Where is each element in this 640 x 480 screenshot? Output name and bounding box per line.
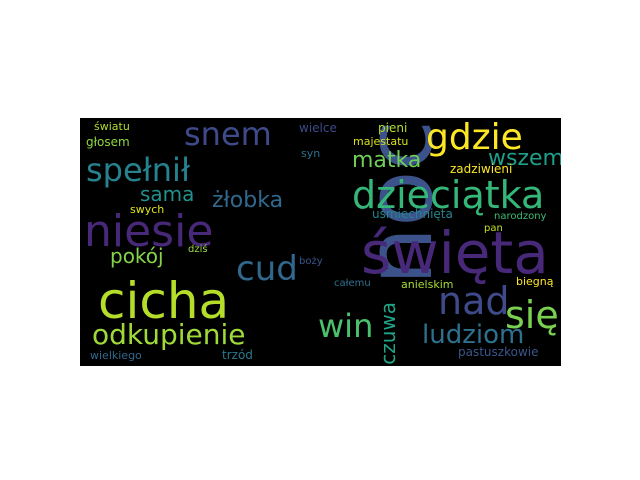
word-sie: się: [505, 293, 559, 337]
word-bozy: boży: [299, 256, 323, 267]
word-anielskim: anielskim: [401, 278, 454, 291]
word-pan: pan: [484, 223, 503, 234]
word-sama: sama: [140, 182, 195, 206]
word-cloud: noc święta cicha niesie dzieciątka gdzie…: [80, 118, 561, 366]
word-pieni: pieni: [378, 121, 408, 135]
word-syn: syn: [301, 147, 321, 160]
word-nad: nad: [438, 279, 510, 323]
word-cud: cud: [236, 249, 298, 289]
word-zlobka: żłobka: [212, 188, 284, 213]
word-wielce: wielce: [299, 121, 337, 135]
word-pokoj: pokój: [110, 244, 164, 268]
word-win: win: [318, 307, 374, 345]
word-usmiechnieta: uśmiechnięta: [372, 207, 453, 221]
word-majestatu: majestatu: [353, 135, 409, 148]
word-swych: swych: [130, 203, 165, 216]
word-zadziwieni: zadziwieni: [450, 162, 513, 176]
word-wszem: wszem: [488, 146, 561, 171]
word-biegna: biegną: [516, 275, 554, 288]
word-trzod: trzód: [222, 348, 253, 362]
word-glosem: głosem: [86, 135, 130, 149]
word-matka: matka: [352, 148, 422, 173]
word-ludziom: ludziom: [422, 320, 525, 350]
word-swieta: święta: [361, 219, 549, 287]
word-swiatu: światu: [94, 120, 130, 133]
word-cicha: cicha: [98, 272, 230, 330]
word-odkupienie: odkupienie: [92, 318, 246, 351]
word-snem: snem: [184, 118, 272, 153]
word-pastuszkowie: pastuszkowie: [458, 345, 539, 359]
word-niesie: niesie: [84, 206, 214, 257]
word-dzis: dziś: [188, 244, 208, 255]
word-czuwa: czuwa: [376, 302, 400, 365]
word-wielkiego: wielkiego: [90, 349, 142, 362]
word-gdzie: gdzie: [426, 118, 523, 158]
word-calemu: całemu: [334, 278, 371, 289]
word-spelnil: spełnił: [86, 151, 191, 189]
word-narodzony: narodzony: [494, 211, 547, 222]
word-dzieciatka: dzieciątka: [352, 173, 545, 217]
